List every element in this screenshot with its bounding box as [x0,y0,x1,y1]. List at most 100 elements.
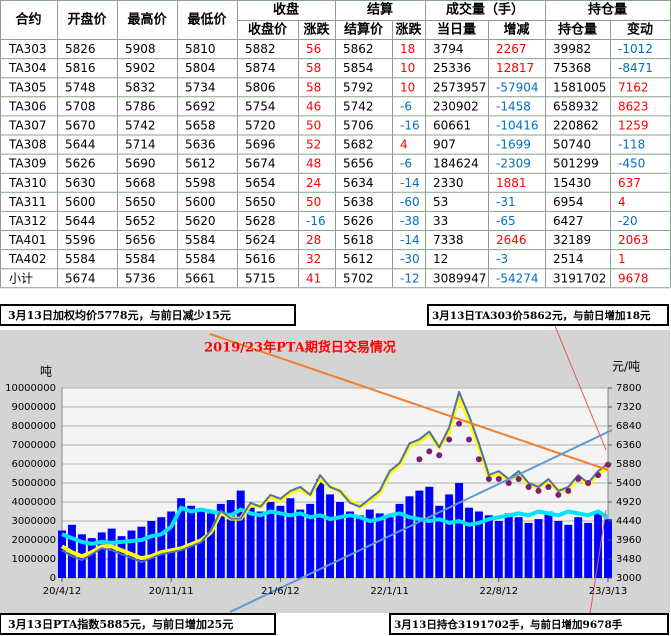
table-cell: -3 [496,252,508,266]
volume-bar [405,496,414,578]
volume-bar [345,511,354,578]
y2-tick-label: 3480 [616,554,641,565]
volume-bar [474,511,483,578]
table-cell: 5708 [65,99,96,113]
table-cell: 60661 [433,118,471,132]
column-header: 开盘价 [67,12,107,28]
table-cell: 5882 [245,42,276,56]
table-cell: -12 [400,271,420,285]
y2-tick-label: 4920 [616,497,641,508]
column-subheader: 结算价 [344,22,384,38]
table-cell: 5650 [245,195,276,209]
table-cell: 24 [306,176,321,190]
table-cell: TA306 [8,99,47,113]
table-cell: 1581005 [553,80,606,94]
table-cell: 2267 [496,42,527,56]
table-cell: 5714 [125,138,156,152]
table-cell: 12 [433,252,448,266]
volume-bar [484,515,493,578]
volume-bar [544,511,553,578]
table-cell: 5902 [125,61,156,75]
pointer-line [554,325,607,451]
table-cell: 1259 [618,118,649,132]
table-cell: 53 [433,195,448,209]
volume-bar [554,521,563,578]
table-cell: 5862 [343,42,374,56]
y2-tick-label: 5880 [616,459,641,470]
column-header: 持仓量 [588,2,627,18]
volume-bar [316,479,325,578]
volume-bar [58,530,66,578]
table-cell: 5634 [343,176,374,190]
volume-bar [455,483,464,578]
y-axis-label: 吨 [40,365,52,379]
contract-point [466,436,473,443]
y-tick-label: 8000000 [11,421,56,432]
table-cell: TA311 [8,195,47,209]
volume-bar [266,502,275,578]
y-tick-label: 1000000 [11,554,56,565]
table-cell: 12817 [496,61,534,75]
table-cell: 5652 [125,214,156,228]
contract-point [535,487,542,494]
table-cell: 5650 [125,195,156,209]
table-cell: 5626 [65,157,96,171]
pointer-line [589,509,607,615]
table-cell: -30 [400,252,420,266]
table-cell: 1881 [496,176,527,190]
volume-bar [236,490,245,578]
table-cell: 5720 [245,118,276,132]
table-cell: 5654 [245,176,276,190]
y2-tick-label: 3960 [616,535,641,546]
table-cell: -57904 [496,80,539,94]
table-cell: 6954 [553,195,584,209]
column-header: 结算 [367,2,393,18]
table-cell: 5612 [185,157,216,171]
table-cell: 2330 [433,176,464,190]
table-cell: 5630 [65,176,96,190]
table-cell: TA402 [8,252,47,266]
contract-point [475,456,482,463]
table-cell: 230902 [433,99,479,113]
table-cell: 5754 [245,99,276,113]
table-cell: 5816 [65,61,96,75]
table-cell: 5628 [245,214,276,228]
volume-bar [157,517,166,578]
contract-point [555,491,562,498]
contract-point [585,480,592,486]
volume-bar [326,494,335,578]
x-tick-label: 22/8/12 [480,586,519,597]
table-cell: 15430 [553,176,591,190]
volume-bar [395,503,404,578]
annotation: 3月13日TA303价5862元，与前日增加18元 [432,309,651,322]
volume-bar [584,522,593,578]
contract-point [575,476,582,483]
volume-bar [246,507,255,578]
trend-line [229,429,613,613]
table-cell: 5792 [343,80,374,94]
table-cell: 75368 [553,61,591,75]
table-cell: 5674 [245,157,276,171]
table-cell: -1012 [618,42,653,56]
table-cell: 28 [306,233,321,247]
table-cell: TA304 [8,61,47,75]
table-cell: TA309 [8,157,47,171]
volume-bar [574,517,583,578]
table-cell: -20 [618,214,638,228]
table-cell: 52 [306,138,321,152]
volume-bar [564,524,573,578]
column-header: 最高价 [127,12,167,28]
table-cell: -31 [496,195,516,209]
table-cell: -14 [400,233,420,247]
volume-bar [147,521,156,578]
table-cell: 5692 [185,99,216,113]
table-cell: 25336 [433,61,471,75]
annotation-box [0,613,276,635]
contract-point [545,483,552,490]
table-cell: 637 [618,176,641,190]
volume-bar [276,505,285,578]
contract-point [485,476,492,483]
trend-line [209,333,609,471]
table-cell: 5854 [343,61,374,75]
